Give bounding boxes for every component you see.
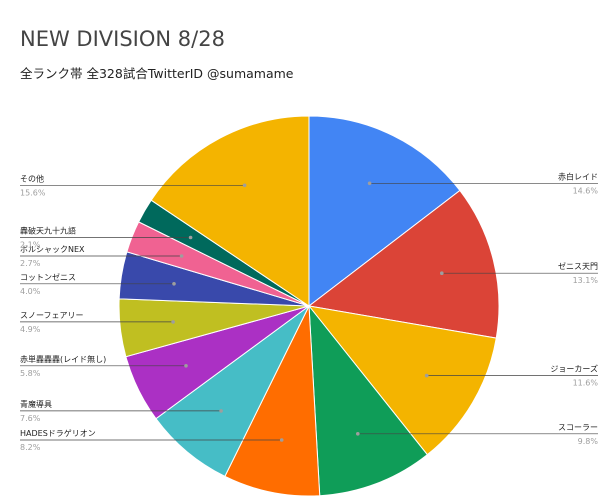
slice-label: コットンゼニス	[20, 272, 76, 282]
slice-percent-label: 2.1%	[20, 241, 41, 250]
leader-dot	[367, 181, 372, 186]
leader-dot	[440, 271, 444, 276]
slice-percent-label: 15.6%	[20, 188, 46, 197]
leader-lines	[20, 181, 598, 442]
leader-dot	[171, 320, 175, 324]
slice-label: その他	[20, 173, 44, 183]
leader-dot	[219, 409, 223, 413]
pie-slice	[308, 304, 429, 497]
leader-dot	[188, 235, 193, 240]
slice-percent-label: 2.7%	[20, 259, 41, 268]
slice-label: スノーフェアリー	[20, 311, 84, 320]
pie-slice	[308, 115, 461, 308]
slice-label: ボルシャックNEX	[20, 245, 85, 254]
slice-percent-label: 9.8%	[578, 437, 599, 446]
slice-percent-label: 5.8%	[20, 369, 41, 378]
leader-dot	[356, 432, 360, 436]
pie-slice	[307, 189, 500, 339]
leader-dot	[184, 364, 188, 368]
pie-slice	[224, 304, 321, 497]
slice-label: 赤白レイド	[558, 171, 598, 181]
leader-dot	[242, 183, 247, 188]
leader-dot	[279, 438, 284, 442]
slice-percent-label: 13.1%	[573, 276, 599, 285]
slice-labels: 赤白レイド 14.6% ゼニス天門 13.1% ジョーカーズ 11.6% スコーラー 9.8%…	[20, 171, 598, 452]
slice-label: HADESドラゲリオン	[20, 428, 96, 438]
slice-label: 轟破天九十九語	[20, 226, 76, 236]
slice-percent-label: 7.6%	[20, 414, 41, 423]
slice-label: ジョーカーズ	[550, 364, 598, 374]
slice-label: 赤単轟轟轟(レイド無し)	[20, 354, 106, 364]
slice-percent-label: 8.2%	[20, 443, 41, 452]
leader-dot	[424, 373, 429, 378]
slice-percent-label: 11.6%	[573, 379, 599, 388]
slice-label: ゼニス天門	[558, 261, 598, 271]
leader-dot	[179, 254, 184, 258]
slice-percent-label: 4.9%	[20, 325, 41, 334]
pie-slice	[307, 305, 497, 456]
slice-percent-label: 14.6%	[573, 186, 599, 195]
leader-dot	[172, 282, 176, 286]
slice-percent-label: 4.0%	[20, 287, 41, 296]
pie-slice	[150, 115, 310, 307]
slice-label: スコーラー	[558, 423, 598, 432]
slice-label: 青魔導具	[20, 399, 52, 409]
pie-slices	[118, 115, 500, 497]
chart-subtitle: 全ランク帯 全328試合TwitterID @sumamame	[20, 66, 294, 81]
chart-title: NEW DIVISION 8/28	[20, 27, 225, 51]
